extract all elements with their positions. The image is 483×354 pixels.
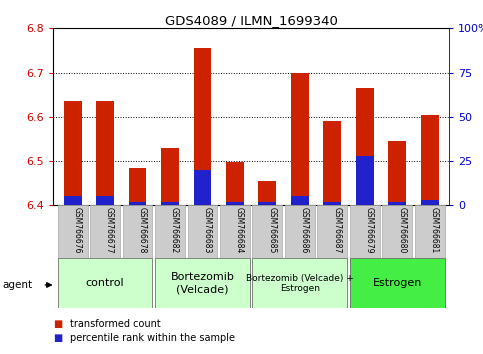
Bar <box>220 205 250 258</box>
Bar <box>253 258 347 308</box>
Text: GSM766679: GSM766679 <box>365 207 374 253</box>
Bar <box>161 148 179 205</box>
Text: agent: agent <box>2 280 32 290</box>
Bar <box>161 202 179 205</box>
Bar <box>291 196 309 205</box>
Bar <box>258 202 276 205</box>
Bar <box>194 48 212 205</box>
Text: GSM766680: GSM766680 <box>397 207 406 253</box>
Text: GSM766676: GSM766676 <box>72 207 82 253</box>
Text: Bortezomib (Velcade) +
Estrogen: Bortezomib (Velcade) + Estrogen <box>246 274 354 293</box>
Bar <box>57 258 153 308</box>
Title: GDS4089 / ILMN_1699340: GDS4089 / ILMN_1699340 <box>165 14 338 27</box>
Bar <box>64 196 82 205</box>
Bar <box>291 73 309 205</box>
Bar <box>155 205 185 258</box>
Bar <box>356 88 374 205</box>
Bar <box>57 205 87 258</box>
Bar <box>253 205 283 258</box>
Bar <box>388 141 406 205</box>
Bar <box>96 196 114 205</box>
Text: GSM766687: GSM766687 <box>332 207 341 253</box>
Bar <box>285 205 315 258</box>
Bar <box>317 205 347 258</box>
Bar <box>64 101 82 205</box>
Bar <box>128 202 146 205</box>
Text: GSM766681: GSM766681 <box>430 207 439 253</box>
Text: GSM766686: GSM766686 <box>300 207 309 253</box>
Text: control: control <box>86 278 125 288</box>
Bar <box>421 115 439 205</box>
Text: transformed count: transformed count <box>70 319 161 329</box>
Bar <box>415 205 445 258</box>
Bar <box>128 168 146 205</box>
Bar <box>155 258 250 308</box>
Bar <box>226 202 244 205</box>
Bar <box>383 205 412 258</box>
Text: GSM766685: GSM766685 <box>268 207 276 253</box>
Text: percentile rank within the sample: percentile rank within the sample <box>70 333 235 343</box>
Text: Estrogen: Estrogen <box>372 278 422 288</box>
Text: ■: ■ <box>53 333 62 343</box>
Text: GSM766682: GSM766682 <box>170 207 179 253</box>
Bar <box>324 121 341 205</box>
Text: GSM766683: GSM766683 <box>202 207 212 253</box>
Text: GSM766684: GSM766684 <box>235 207 244 253</box>
Bar <box>90 205 120 258</box>
Bar <box>258 181 276 205</box>
Bar <box>324 202 341 205</box>
Bar <box>123 205 153 258</box>
Bar <box>421 200 439 205</box>
Bar <box>226 162 244 205</box>
Text: GSM766677: GSM766677 <box>105 207 114 253</box>
Bar <box>356 156 374 205</box>
Text: ■: ■ <box>53 319 62 329</box>
Bar <box>350 205 380 258</box>
Text: Bortezomib
(Velcade): Bortezomib (Velcade) <box>170 272 234 294</box>
Bar <box>350 258 445 308</box>
Bar <box>96 101 114 205</box>
Bar <box>388 202 406 205</box>
Bar <box>187 205 217 258</box>
Text: GSM766678: GSM766678 <box>138 207 146 253</box>
Bar <box>194 170 212 205</box>
